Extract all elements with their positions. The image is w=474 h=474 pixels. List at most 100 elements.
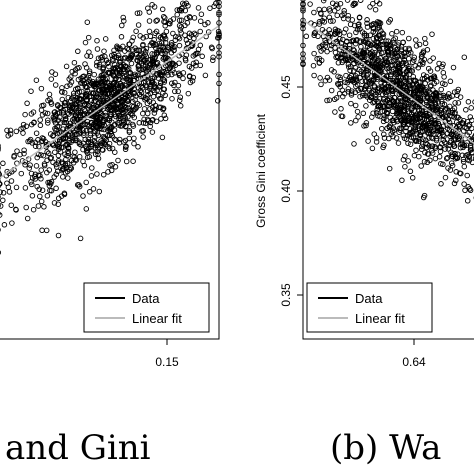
left-data-point bbox=[199, 53, 205, 60]
right-data-point bbox=[392, 44, 399, 51]
right-data-point bbox=[413, 43, 420, 49]
left-data-point bbox=[101, 134, 108, 141]
left-data-point bbox=[87, 132, 93, 138]
left-data-point bbox=[52, 109, 58, 115]
left-legend: Data Linear fit bbox=[83, 282, 210, 333]
right-data-point bbox=[438, 107, 444, 114]
left-data-point bbox=[184, 15, 190, 21]
left-data-point bbox=[214, 0, 219, 2]
right-data-point bbox=[400, 59, 407, 66]
left-data-point bbox=[77, 119, 83, 125]
left-data-point bbox=[55, 152, 62, 159]
right-data-point bbox=[321, 19, 328, 25]
left-data-point bbox=[119, 122, 125, 129]
left-data-point bbox=[47, 155, 54, 162]
left-data-point bbox=[147, 119, 154, 126]
right-data-point bbox=[472, 99, 474, 105]
left-data-point bbox=[81, 101, 88, 107]
left-data-point bbox=[126, 74, 133, 80]
right-data-point bbox=[425, 95, 431, 102]
left-data-point bbox=[157, 95, 163, 102]
left-data-point bbox=[140, 35, 146, 41]
left-data-point bbox=[28, 179, 34, 185]
right-data-point bbox=[366, 79, 372, 85]
left-data-point bbox=[151, 110, 158, 116]
right-data-point bbox=[411, 54, 418, 61]
right-data-point bbox=[436, 60, 442, 67]
right-data-point bbox=[336, 31, 343, 38]
left-data-point bbox=[129, 121, 136, 128]
right-data-point bbox=[351, 141, 357, 147]
right-data-point bbox=[373, 139, 380, 145]
left-data-point bbox=[44, 110, 51, 117]
right-data-point bbox=[451, 143, 458, 149]
right-data-point bbox=[337, 0, 344, 7]
left-data-point bbox=[99, 122, 105, 128]
right-data-point bbox=[311, 30, 318, 36]
left-data-point bbox=[113, 106, 120, 113]
left-data-point bbox=[176, 97, 183, 103]
left-data-point bbox=[135, 66, 142, 72]
left-data-point bbox=[96, 87, 102, 94]
right-data-point bbox=[413, 80, 420, 87]
right-data-point bbox=[430, 75, 437, 81]
left-data-point bbox=[122, 146, 129, 153]
right-data-point bbox=[361, 32, 368, 39]
left-data-point bbox=[120, 14, 126, 21]
left-data-point bbox=[71, 59, 78, 66]
right-data-point bbox=[424, 113, 430, 119]
right-data-point bbox=[324, 48, 330, 55]
right-data-point bbox=[375, 85, 381, 91]
left-data-point bbox=[144, 100, 151, 107]
left-data-point bbox=[111, 136, 118, 142]
right-data-point bbox=[384, 110, 391, 116]
left-data-point bbox=[51, 200, 58, 206]
left-data-point bbox=[166, 60, 173, 67]
right-data-point bbox=[369, 145, 376, 152]
left-data-point bbox=[32, 173, 38, 180]
left-data-point bbox=[85, 34, 92, 41]
right-data-point bbox=[410, 77, 417, 84]
right-data-point bbox=[374, 57, 381, 63]
left-data-point bbox=[195, 46, 202, 53]
left-data-point bbox=[72, 137, 79, 144]
left-data-point bbox=[115, 65, 121, 72]
left-data-point bbox=[213, 0, 219, 7]
left-data-point bbox=[73, 109, 80, 116]
right-data-point bbox=[311, 32, 317, 39]
left-data-point bbox=[119, 100, 125, 106]
left-data-point bbox=[185, 90, 192, 97]
left-data-point bbox=[88, 141, 94, 148]
right-data-point bbox=[461, 163, 468, 170]
left-data-point bbox=[132, 106, 139, 112]
right-data-point bbox=[456, 135, 462, 141]
right-linear-fit-line bbox=[302, 19, 474, 145]
left-data-point bbox=[48, 99, 54, 106]
right-data-point bbox=[445, 165, 451, 171]
right-data-point bbox=[426, 130, 432, 136]
right-data-point bbox=[457, 116, 463, 123]
right-data-point bbox=[468, 105, 474, 111]
left-data-point bbox=[169, 95, 175, 102]
right-data-point bbox=[321, 15, 327, 21]
left-data-point bbox=[178, 17, 185, 23]
right-legend-box bbox=[306, 282, 433, 333]
left-data-point bbox=[100, 64, 107, 71]
left-data-point bbox=[186, 63, 193, 70]
right-data-point bbox=[403, 69, 409, 75]
right-data-point bbox=[312, 29, 318, 36]
right-data-point bbox=[438, 86, 444, 93]
left-data-point bbox=[187, 14, 193, 21]
left-data-point bbox=[61, 190, 68, 197]
right-data-point bbox=[396, 125, 403, 132]
left-data-point bbox=[93, 80, 100, 87]
right-data-point bbox=[393, 135, 400, 141]
right-data-point bbox=[338, 106, 344, 112]
right-data-point bbox=[354, 108, 361, 115]
left-data-point bbox=[175, 34, 181, 40]
left-data-point bbox=[158, 104, 164, 111]
right-data-point bbox=[358, 62, 364, 69]
right-data-point bbox=[462, 187, 468, 194]
right-data-point bbox=[461, 142, 468, 149]
right-data-point bbox=[413, 147, 419, 154]
